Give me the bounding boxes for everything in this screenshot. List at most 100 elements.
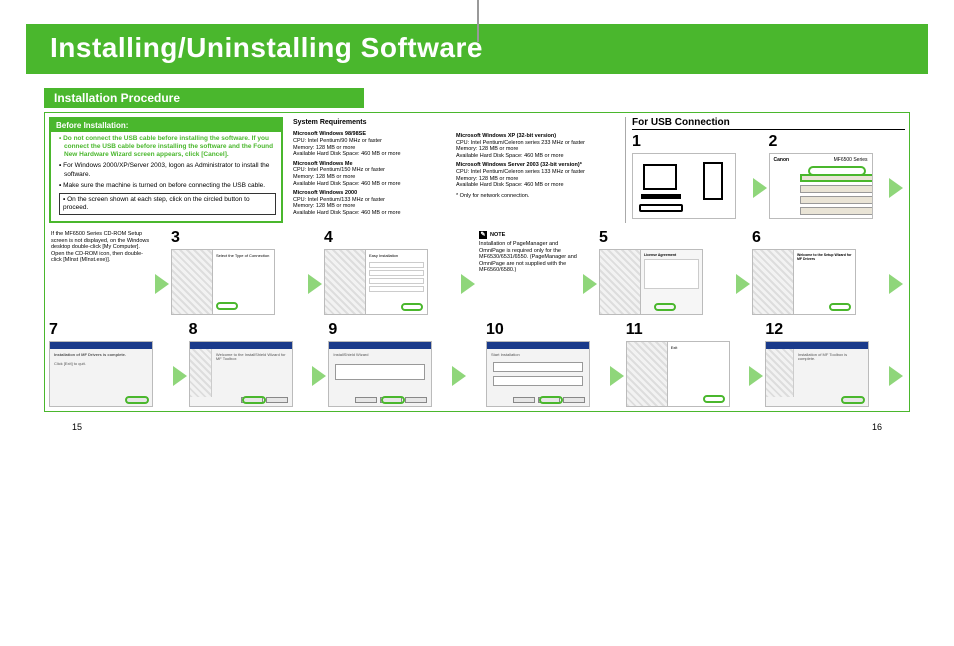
- circle-highlight: [242, 396, 266, 404]
- before-item-1: Do not connect the USB cable before inst…: [59, 135, 276, 159]
- titlebar-icon: [766, 342, 868, 349]
- row-2: If the MF6500 Series CD-ROM Setup screen…: [49, 229, 905, 315]
- before-install-box: Before Installation: Do not connect the …: [49, 117, 283, 223]
- list-field: [493, 376, 583, 386]
- titlebar-icon: [190, 342, 292, 349]
- sysreq-col-1: System Requirements Microsoft Windows 98…: [293, 119, 456, 223]
- row2-note: ✎ NOTE Installation of PageManager and O…: [477, 229, 581, 274]
- usb-steps-12: 1 2 Canon: [632, 133, 905, 219]
- t10-text: Start Installation: [487, 349, 589, 361]
- step-6-thumb: Welcome to the Setup Wizard for MF Drive…: [752, 249, 856, 315]
- step-4-num: 4: [324, 229, 459, 247]
- arrow-icon: [610, 366, 624, 386]
- note-icon: ✎: [479, 231, 487, 239]
- circle-highlight: [703, 395, 725, 403]
- page-num-right: 16: [872, 422, 882, 432]
- step-5-thumb: License Agreement: [599, 249, 703, 315]
- step-2-thumb: Canon MF6500 Series: [769, 153, 873, 219]
- dialog-button: [405, 397, 427, 403]
- arrow-icon: [736, 274, 750, 294]
- step-11-thumb: Exit: [626, 341, 730, 407]
- step-8-thumb: Welcome to the InstallShield Wizard for …: [189, 341, 293, 407]
- circle-highlight: [654, 303, 676, 311]
- arrow-icon: [312, 366, 326, 386]
- arrow-icon: [583, 274, 597, 294]
- t2-opt4: [800, 207, 873, 215]
- step-1-thumb: [632, 153, 736, 219]
- os4-name: Microsoft Windows XP (32-bit version): [456, 133, 611, 140]
- step-9-thumb: InstallShield Wizard: [328, 341, 432, 407]
- circle-highlight: [829, 303, 851, 311]
- before-heading: Before Installation:: [51, 119, 281, 132]
- wizard-sidebar: [190, 349, 212, 397]
- document-page: Installing/Uninstalling Software Install…: [0, 0, 954, 646]
- step-8: 8 Welcome to the InstallShield Wizard fo…: [189, 321, 311, 407]
- t8-text: Welcome to the InstallShield Wizard for …: [212, 349, 292, 397]
- os5-l2: Memory: 128 MB or more: [456, 176, 611, 183]
- os5-l3: Available Hard Disk Space: 460 MB or mor…: [456, 182, 611, 189]
- step-9-num: 9: [328, 321, 450, 339]
- wizard-sidebar: [766, 349, 794, 397]
- os1-l2: Memory: 128 MB or more: [293, 145, 448, 152]
- t7-body: Installation of MF Drivers is complete. …: [50, 349, 152, 370]
- step-2: 2 Canon MF6500 Series: [769, 133, 888, 219]
- dialog-button: [513, 397, 535, 403]
- usb-connection-block: For USB Connection 1 2: [625, 117, 905, 223]
- t2-opt3: [800, 196, 873, 204]
- step-7: 7 Installation of MF Drivers is complete…: [49, 321, 171, 407]
- os1-l3: Available Hard Disk Space: 460 MB or mor…: [293, 151, 448, 158]
- circle-highlight: [808, 166, 866, 176]
- arrow-icon: [461, 274, 475, 294]
- t5-text: License Agreement: [644, 253, 676, 257]
- procedure-box: Before Installation: Do not connect the …: [44, 112, 910, 412]
- t12-text: Installation of MF Toolbox is complete.: [794, 349, 869, 397]
- section-heading: Installation Procedure: [44, 88, 364, 108]
- titlebar-icon: [50, 342, 152, 349]
- circle-highlight: [125, 396, 149, 404]
- arrow-icon: [173, 366, 187, 386]
- usb-heading: For USB Connection: [632, 117, 905, 130]
- sysreq-footnote: * Only for network connection.: [456, 193, 611, 200]
- step-8-num: 8: [189, 321, 311, 339]
- step-5: 5 License Agreement: [599, 229, 734, 315]
- note-label: NOTE: [490, 232, 505, 239]
- t2-series: MF6500 Series: [834, 157, 868, 163]
- circle-highlight: [401, 303, 423, 311]
- dialog-button: [563, 397, 585, 403]
- os2-name: Microsoft Windows Me: [293, 161, 448, 168]
- step-2-num: 2: [769, 133, 888, 151]
- tower-icon: [703, 162, 723, 200]
- os3-l2: Memory: 128 MB or more: [293, 203, 448, 210]
- arrow-icon: [889, 274, 903, 294]
- arrow-icon: [889, 366, 903, 386]
- dialog-button: [266, 397, 288, 403]
- step-11: 11 Exit: [626, 321, 748, 407]
- path-field: [335, 364, 425, 380]
- sysreq-heading: System Requirements: [293, 119, 448, 127]
- page-num-left: 15: [72, 422, 82, 432]
- step-10: 10 Start Installation: [486, 321, 608, 407]
- arrow-icon: [749, 366, 763, 386]
- page-numbers: 15 16: [72, 422, 882, 432]
- arrow-icon: [889, 178, 903, 198]
- arrow-icon: [155, 274, 169, 294]
- t7b: Click [Exit] to quit.: [54, 361, 86, 366]
- titlebar-icon: [329, 342, 431, 349]
- step-11-num: 11: [626, 321, 748, 339]
- step-3: 3 Select the Type of Connection: [171, 229, 306, 315]
- row-1: Before Installation: Do not connect the …: [49, 117, 905, 223]
- os4-l3: Available Hard Disk Space: 460 MB or mor…: [456, 153, 611, 160]
- os3-l3: Available Hard Disk Space: 460 MB or mor…: [293, 210, 448, 217]
- os3-name: Microsoft Windows 2000: [293, 190, 448, 197]
- step-6-num: 6: [752, 229, 887, 247]
- sysreq-col-2: Microsoft Windows XP (32-bit version) CP…: [456, 119, 619, 223]
- step-12: 12 Installation of MF Toolbox is complet…: [765, 321, 887, 407]
- os2-l2: Memory: 128 MB or more: [293, 174, 448, 181]
- step-5-num: 5: [599, 229, 734, 247]
- monitor-icon: [643, 164, 677, 190]
- os1-name: Microsoft Windows 98/98SE: [293, 131, 448, 138]
- step-10-num: 10: [486, 321, 608, 339]
- circle-highlight: [841, 396, 865, 404]
- monitor-base-icon: [641, 194, 681, 199]
- list-field: [493, 362, 583, 372]
